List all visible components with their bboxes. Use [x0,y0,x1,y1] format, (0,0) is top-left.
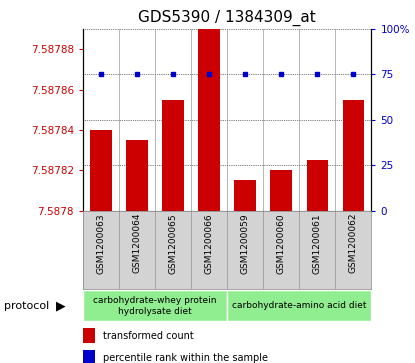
Bar [343,99,364,211]
Bar [198,29,220,211]
Text: transformed count: transformed count [103,331,194,341]
Text: GSM1200064: GSM1200064 [132,213,142,273]
Text: GSM1200065: GSM1200065 [168,213,178,273]
Text: GSM1200066: GSM1200066 [205,213,214,273]
Text: GSM1200063: GSM1200063 [97,213,105,273]
Bar [126,140,148,211]
Bar [307,160,328,211]
Bar [83,290,227,321]
Text: GSM1200060: GSM1200060 [277,213,286,273]
Text: carbohydrate-amino acid diet: carbohydrate-amino acid diet [232,301,366,310]
Text: carbohydrate-whey protein
hydrolysate diet: carbohydrate-whey protein hydrolysate di… [93,296,217,315]
Bar [271,170,292,211]
Bar [162,99,184,211]
Bar [83,350,95,363]
Text: protocol: protocol [4,301,49,311]
Bar [234,180,256,211]
Text: GSM1200059: GSM1200059 [241,213,250,273]
Text: GSM1200062: GSM1200062 [349,213,358,273]
Bar [83,328,95,343]
Bar [227,290,371,321]
Title: GDS5390 / 1384309_at: GDS5390 / 1384309_at [138,10,316,26]
Text: percentile rank within the sample: percentile rank within the sample [103,352,268,363]
Text: ▶: ▶ [56,299,66,312]
Text: GSM1200061: GSM1200061 [313,213,322,273]
Bar [90,130,112,211]
